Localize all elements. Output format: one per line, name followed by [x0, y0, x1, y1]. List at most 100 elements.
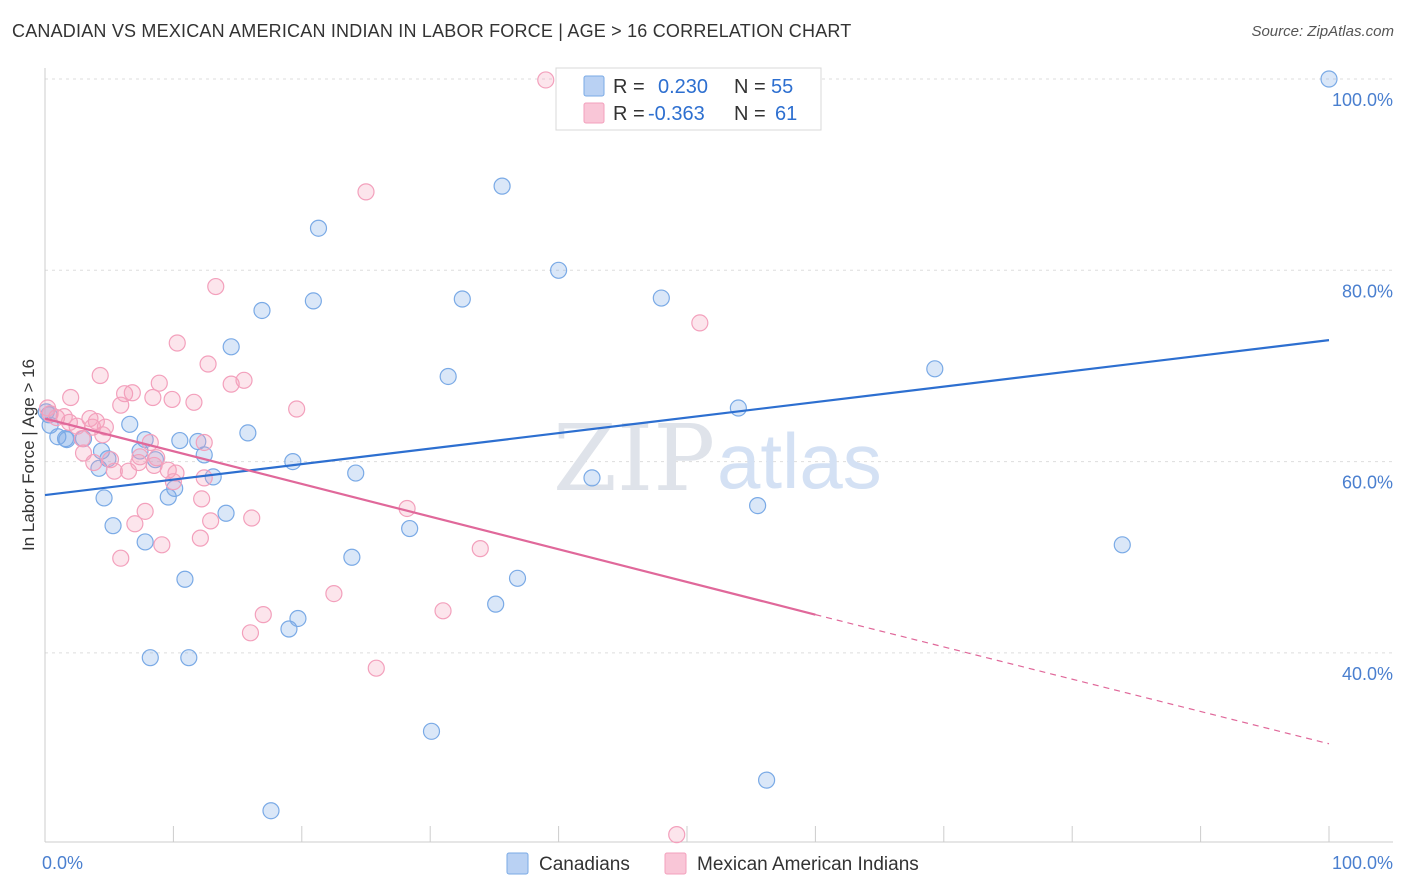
canadians-point-41 [487, 595, 505, 613]
canadians-point-39 [439, 367, 457, 386]
stats-r-value-0: 0.230 [658, 76, 708, 98]
canadians-point-49 [749, 496, 767, 515]
canadians-point-29 [262, 802, 280, 820]
legend-swatch-mexican-american-indians [664, 852, 687, 875]
canadians-point-40 [453, 290, 471, 308]
watermark-atlas: atlas [717, 417, 882, 505]
mexican-american-indians-point-43 [222, 375, 240, 393]
mexican-american-indians-point-22 [126, 515, 144, 533]
canadians-point-24 [204, 468, 222, 486]
y-tick-label-0: 40.0% [1342, 664, 1393, 684]
canadians-point-20 [176, 570, 194, 588]
canadians-point-35 [343, 548, 361, 566]
canadians-point-28 [253, 301, 271, 320]
canadians-point-48 [729, 399, 747, 417]
mexican-american-indians-point-14 [96, 418, 114, 436]
canadians-point-47 [652, 289, 670, 307]
bottom-legend: Canadians Mexican American Indians [506, 852, 919, 875]
mexican-american-indians-point-57 [691, 314, 709, 332]
mexican-american-indians-point-51 [367, 659, 385, 677]
canadians-point-25 [217, 504, 235, 522]
mexican-american-indians-point-59 [145, 456, 163, 475]
gridlines [45, 78, 1393, 654]
mexican-american-indians-point-32 [163, 390, 181, 409]
canadians-point-19 [171, 431, 189, 450]
stats-r-label-0: R = [613, 76, 645, 98]
mexican-american-indians-point-27 [144, 388, 162, 407]
y-axis-label: In Labor Force | Age > 16 [19, 359, 38, 551]
canadians-point-15 [141, 649, 159, 667]
mexican-american-indians-point-37 [191, 529, 209, 547]
trend-line-mexican-american-indians [44, 417, 816, 616]
stats-n-label-0: N = [734, 76, 766, 98]
canadians-point-11 [121, 415, 139, 433]
canadians-point-52 [1113, 536, 1131, 554]
x-tick-min: 0.0% [42, 853, 83, 873]
mexican-american-indians-point-42 [207, 277, 225, 296]
mexican-american-indians-point-44 [235, 371, 253, 389]
stats-r-label-1: R = [613, 103, 645, 125]
mexican-american-indians-point-29 [150, 374, 168, 392]
mexican-american-indians-point-40 [199, 355, 217, 373]
mexican-american-indians-point-16 [105, 462, 123, 480]
canadians-point-21 [180, 649, 198, 667]
mexican-american-indians-point-17 [112, 549, 130, 567]
trend-lines [44, 339, 1330, 745]
mexican-american-indians-point-58 [195, 433, 213, 452]
canadians-point-51 [926, 360, 944, 378]
mexican-american-indians-point-21 [123, 384, 141, 402]
canadians-point-4 [58, 431, 76, 449]
mexican-american-indians-point-7 [73, 430, 91, 448]
stats-r-value-1: -0.363 [648, 103, 705, 125]
mexican-american-indians-point-30 [153, 536, 171, 554]
canadians-point-10 [104, 517, 122, 535]
canadians-point-46 [583, 469, 601, 487]
mexican-american-indians-point-60 [85, 453, 103, 472]
legend-swatch-canadians [506, 852, 529, 875]
mexican-american-indians-point-45 [241, 624, 260, 642]
canadians-point-50 [758, 771, 776, 789]
axes [44, 68, 1393, 843]
stats-n-value-1: 61 [775, 103, 797, 125]
mexican-american-indians-point-39 [195, 469, 213, 487]
stats-n-label-1: N = [734, 103, 766, 125]
mexican-american-indians-point-34 [167, 464, 185, 482]
canadians-point-53 [1320, 70, 1338, 88]
legend-label-mexican-american-indians: Mexican American Indians [697, 854, 919, 875]
mexican-american-indians-point-38 [193, 490, 211, 508]
mexican-american-indians-point-48 [288, 400, 306, 418]
source-label: Source: ZipAtlas.com [1251, 23, 1394, 40]
mexican-american-indians-point-25 [136, 502, 154, 520]
trend-line-canadians [44, 339, 1330, 497]
chart-title: CANADIAN VS MEXICAN AMERICAN INDIAN IN L… [12, 21, 852, 41]
canadians-point-32 [289, 609, 307, 628]
canadians-point-33 [304, 292, 322, 310]
legend-label-canadians: Canadians [539, 854, 630, 875]
canadians-point-17 [159, 488, 177, 506]
canadians-point-14 [136, 533, 154, 551]
watermark-zip: ZIP [553, 405, 715, 512]
mexican-american-indians-point-24 [131, 448, 149, 466]
mexican-american-indians-point-55 [537, 71, 555, 89]
x-tick-max: 100.0% [1332, 853, 1393, 873]
mexican-american-indians-point-56 [668, 826, 686, 844]
canadians-point-27 [239, 424, 257, 442]
y-tick-labels: 40.0% 60.0% 80.0% 100.0% [1332, 90, 1393, 684]
mexican-american-indians-point-46 [243, 509, 261, 527]
canadians-point-36 [347, 464, 365, 482]
canadians-point-44 [549, 261, 568, 279]
y-tick-label-2: 80.0% [1342, 281, 1393, 301]
y-tick-label-3: 100.0% [1332, 90, 1393, 110]
stats-n-value-0: 55 [771, 76, 793, 98]
canadians-point-34 [309, 219, 328, 237]
mexican-american-indians-point-5 [62, 388, 80, 407]
canadians-point-31 [284, 453, 302, 471]
canadians-point-26 [222, 338, 240, 356]
mexican-american-indians-point-54 [471, 540, 489, 558]
trend-line-extension-mexican-american-indians [815, 614, 1330, 745]
canadians-point-42 [493, 177, 511, 195]
mexican-american-indians-point-12 [91, 366, 109, 385]
stats-legend: R = 0.230 N = 55 R = -0.363 N = 61 [555, 67, 822, 131]
mexican-american-indians-point-36 [185, 393, 203, 411]
